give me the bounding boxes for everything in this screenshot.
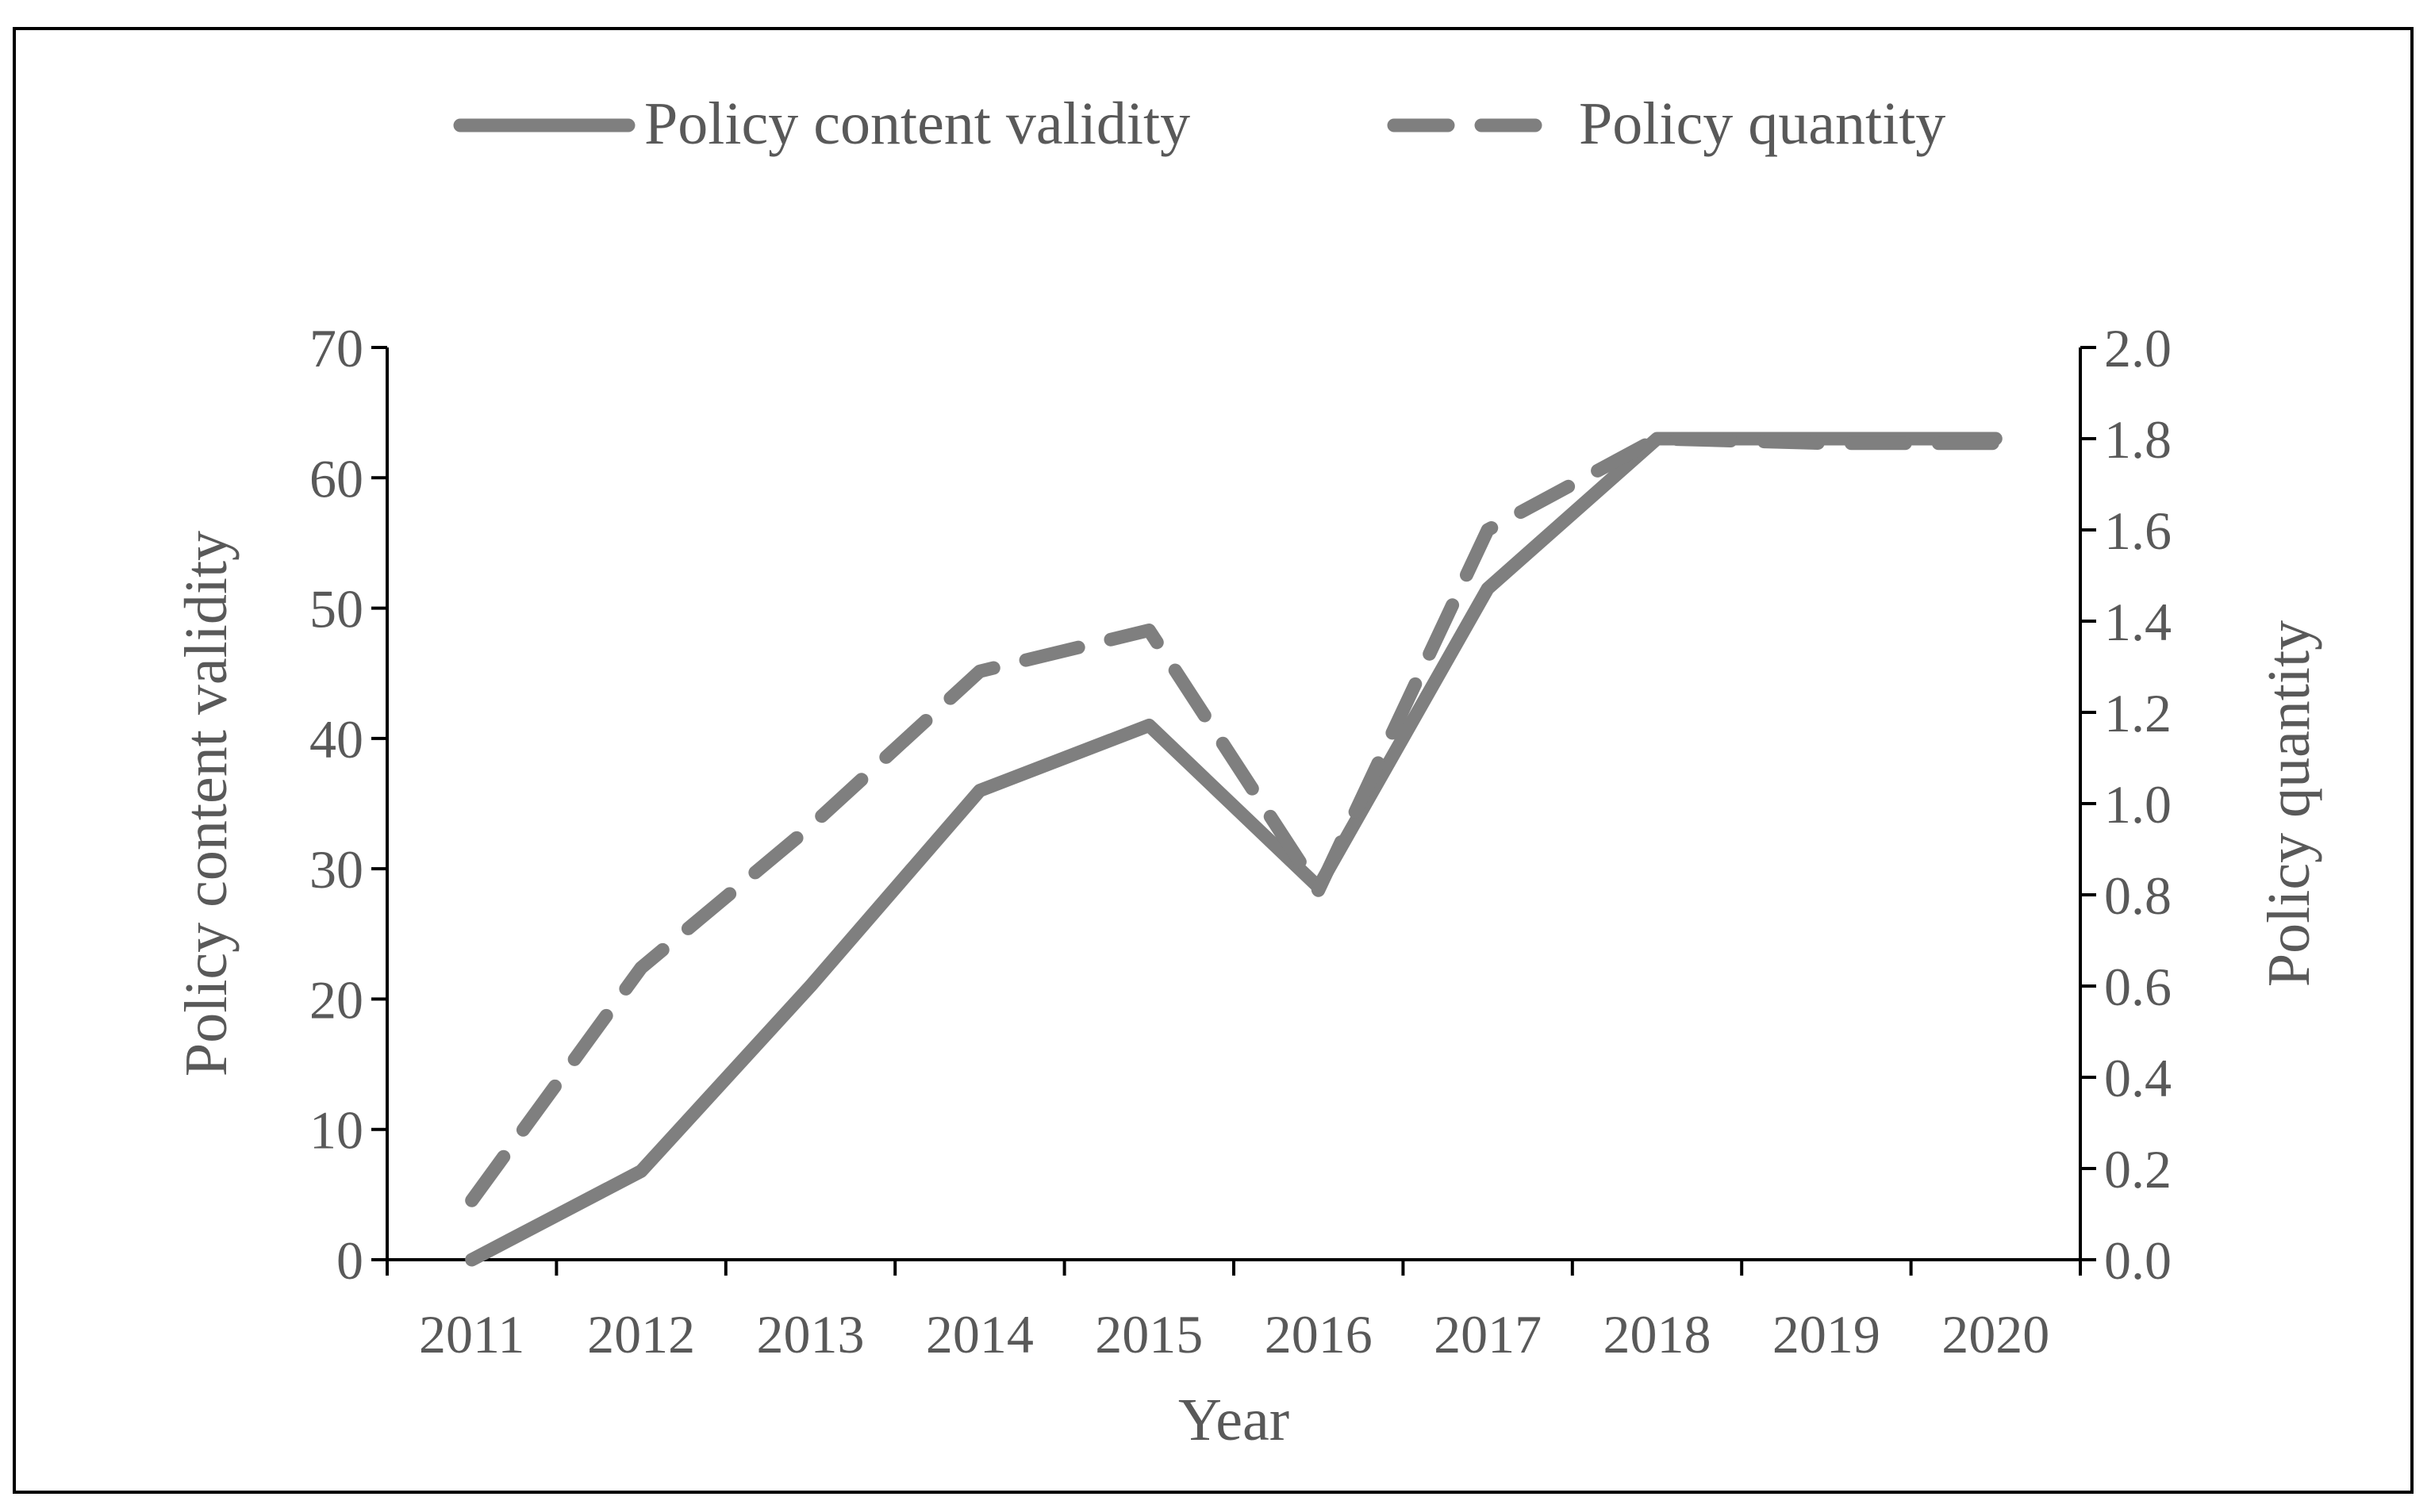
left-y-tick-label: 40 [309, 709, 363, 769]
right-y-tick-label: 0.6 [2104, 957, 2172, 1017]
point-policy-quantity-2016 [1318, 889, 1319, 891]
point-policy-content-validity-2019 [1826, 438, 1827, 439]
legend-label-policy-quantity: Policy quantity [1579, 90, 1945, 157]
x-axis-title: Year [1178, 1387, 1289, 1453]
right-y-tick-label: 0.0 [2104, 1230, 2172, 1291]
left-y-tick-label: 20 [309, 969, 363, 1030]
left-y-tick-label: 0 [336, 1230, 363, 1291]
point-policy-content-validity-2015 [1148, 724, 1150, 726]
point-policy-quantity-2012 [640, 967, 642, 969]
point-policy-content-validity-2011 [471, 1259, 473, 1261]
right-y-tick-label: 1.2 [2104, 683, 2172, 743]
point-policy-quantity-2017 [1487, 529, 1488, 531]
x-tick-label: 2016 [1265, 1304, 1373, 1364]
left-y-tick-label: 70 [309, 318, 363, 378]
x-tick-label: 2012 [587, 1304, 695, 1364]
x-tick-label: 2017 [1434, 1304, 1542, 1364]
left-y-tick-label: 30 [309, 839, 363, 900]
point-policy-content-validity-2014 [979, 790, 981, 792]
right-y-tick-label: 1.0 [2104, 774, 2172, 835]
legend: Policy content validity Policy quantity [453, 90, 1945, 157]
point-policy-quantity-2019 [1826, 443, 1827, 444]
right-y-tick-label: 1.6 [2104, 501, 2172, 561]
x-tick-label: 2020 [1941, 1304, 2049, 1364]
point-policy-quantity-2018 [1657, 438, 1658, 439]
point-policy-content-validity-2017 [1487, 588, 1488, 589]
point-policy-content-validity-2012 [640, 1170, 642, 1172]
point-policy-quantity-2011 [471, 1199, 473, 1201]
right-y-tick-label: 0.4 [2104, 1048, 2172, 1108]
right-y-axis-ticks [2080, 346, 2096, 1261]
left-y-axis-title: Policy content validity [173, 531, 240, 1076]
x-axis-ticks [386, 1260, 2082, 1276]
x-tick-label: 2018 [1603, 1304, 1711, 1364]
x-tick-label: 2019 [1772, 1304, 1880, 1364]
chart-border [13, 27, 2414, 1494]
point-policy-content-validity-2020 [1995, 438, 1996, 439]
point-policy-quantity-2013 [810, 826, 812, 827]
x-tick-label: 2014 [926, 1304, 1034, 1364]
point-policy-content-validity-2016 [1318, 886, 1319, 888]
left-y-axis-ticks [371, 346, 387, 1261]
legend-label-policy-content-validity: Policy content validity [644, 90, 1190, 157]
left-y-tick-label: 60 [309, 448, 363, 508]
right-y-axis-tick-labels: 0.0 0.2 0.4 0.6 0.8 1.0 1.2 1.4 1.6 1.8 2.0 [2104, 318, 2172, 1291]
right-y-tick-label: 2.0 [2104, 318, 2172, 378]
point-policy-quantity-2020 [1995, 443, 1996, 444]
right-y-tick-label: 1.8 [2104, 409, 2172, 470]
point-policy-quantity-2014 [979, 670, 981, 672]
left-y-axis-tick-labels: 0 10 20 30 40 50 60 70 [309, 318, 363, 1291]
point-policy-content-validity-2013 [810, 985, 812, 987]
x-tick-label: 2011 [419, 1304, 524, 1364]
series-line-policy-quantity [465, 432, 2003, 1207]
x-tick-label: 2015 [1095, 1304, 1203, 1364]
x-tick-label: 2013 [757, 1304, 865, 1364]
right-y-axis-title: Policy quantity [2256, 620, 2322, 987]
left-y-tick-label: 10 [309, 1100, 363, 1161]
right-y-tick-label: 1.4 [2104, 592, 2172, 652]
right-y-tick-label: 0.8 [2104, 865, 2172, 926]
x-axis-tick-labels: 2011 2012 2013 2014 2015 2016 2017 2018 2019 2020 [419, 1304, 2049, 1364]
point-policy-quantity-2015 [1148, 630, 1150, 631]
left-y-tick-label: 50 [309, 579, 363, 639]
series-line-policy-content-validity [465, 432, 2003, 1267]
right-y-tick-label: 0.2 [2104, 1139, 2172, 1199]
